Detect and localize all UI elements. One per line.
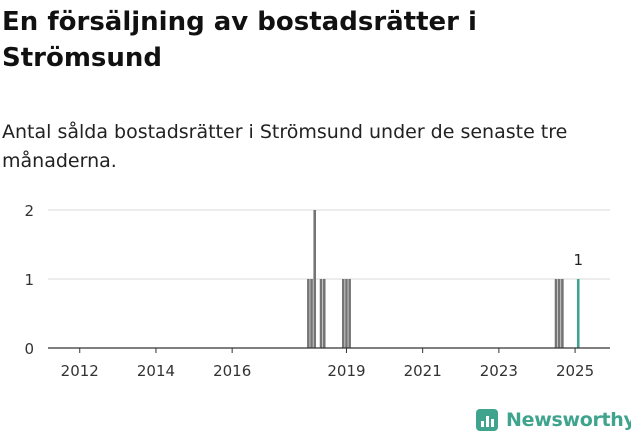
bar: [322, 279, 326, 348]
bar-chart: 0 1 2 1 2012 2014 2016 2019 2021 2023 2025: [24, 202, 610, 380]
bar-highlight: [576, 279, 580, 348]
bar: [554, 279, 558, 348]
bar: [557, 279, 561, 348]
y-tick-label: 1: [24, 271, 34, 289]
x-tick-label: 2019: [327, 362, 365, 380]
x-tick-label: 2025: [556, 362, 594, 380]
x-tick-label: 2021: [404, 362, 442, 380]
bar: [341, 279, 345, 348]
x-tick-label: 2012: [61, 362, 99, 380]
bar: [348, 279, 351, 348]
bar: [310, 279, 313, 348]
bar: [313, 210, 317, 348]
y-tick-label: 0: [24, 340, 34, 358]
newsworthy-logo-icon: [476, 409, 498, 431]
x-tick-label: 2014: [137, 362, 175, 380]
chart-title: En försäljning av bostadsrätter i Ströms…: [2, 7, 477, 73]
y-tick-label: 2: [24, 202, 34, 220]
bar: [319, 279, 323, 348]
bar: [345, 279, 348, 348]
x-tick-label: 2016: [213, 362, 251, 380]
data-label: 1: [573, 251, 583, 269]
newsworthy-logo-text: Newsworthy: [506, 409, 631, 431]
x-tick-label: 2023: [480, 362, 518, 380]
chart-subtitle: Antal sålda bostadsrätter i Strömsund un…: [2, 121, 568, 172]
bar: [561, 279, 564, 348]
bar: [307, 279, 310, 348]
newsworthy-logo: Newsworthy: [476, 409, 631, 431]
